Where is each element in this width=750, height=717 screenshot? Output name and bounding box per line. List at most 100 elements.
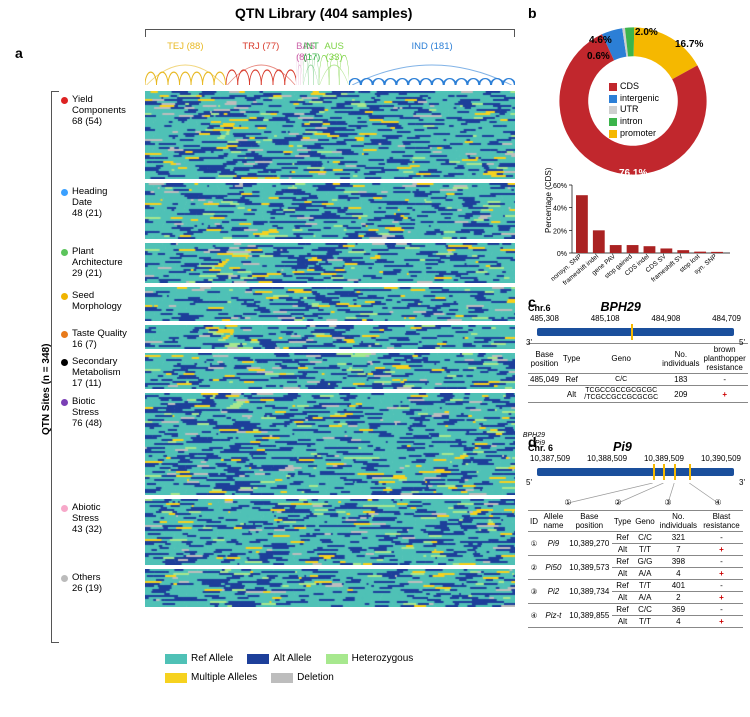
category-text: BioticStress76 (48) (72, 397, 102, 430)
donut-pct-label: 2.0% (635, 27, 658, 38)
category-text: YieldComponents68 (54) (72, 95, 126, 128)
d-5prime: 5' (526, 478, 532, 487)
svg-text:②: ② (614, 498, 621, 507)
heat-canvas (145, 91, 515, 179)
heatmap-legend: Ref Allele Alt Allele Heterozygous Multiple… (165, 653, 495, 683)
heatmap-area: BPH29Pi9 (145, 91, 515, 611)
coord: 10,389,509 (644, 454, 684, 463)
figure: a QTN Library (404 samples) TEJ (88)TRJ … (0, 0, 750, 717)
donut-legend-text: intergenic (620, 93, 659, 105)
heat-block-2 (145, 243, 515, 283)
th: Blast resistance (700, 511, 743, 532)
svg-text:①: ① (564, 498, 571, 507)
gene-tick (653, 464, 655, 480)
donut-legend: CDSintergenicUTRintronpromoter (609, 81, 659, 139)
category-dot (61, 249, 68, 256)
c-3prime: 3' (526, 338, 532, 347)
th: No. individuals (660, 344, 701, 374)
donut-legend-text: intron (620, 116, 643, 128)
panel-b: b CDSintergenicUTRintronpromoter4.6%0.6%… (528, 5, 738, 285)
c-table: Base positionTypeGenoNo. individualsbrow… (528, 343, 748, 403)
svg-text:③: ③ (664, 498, 671, 507)
heat-canvas (145, 499, 515, 565)
donut-main-pct: 76.1% (619, 168, 647, 179)
legend-swatch (271, 673, 293, 683)
category-2: PlantArchitecture29 (21) (61, 243, 143, 287)
dendro-trj (226, 55, 297, 85)
legend-swatch (609, 118, 617, 126)
legend-text: Deletion (297, 672, 334, 683)
coord: 10,390,509 (701, 454, 741, 463)
panel-a: a QTN Library (404 samples) TEJ (88)TRJ … (15, 5, 520, 685)
left-bracket (51, 91, 59, 643)
th: Type (561, 344, 582, 374)
heat-block-7 (145, 499, 515, 565)
heat-canvas (145, 243, 515, 283)
category-list: YieldComponents68 (54) HeadingDate48 (21… (61, 91, 143, 611)
th: Geno (582, 344, 660, 374)
category-text: AbioticStress43 (32) (72, 503, 102, 536)
dendrogram (145, 55, 515, 85)
th: Geno (633, 511, 657, 532)
panel-d: d Chr. 6 Pi9 10,387,50910,388,50910,389,… (528, 440, 743, 628)
legend-swatch (165, 673, 187, 683)
panel-d-label: d (528, 434, 537, 450)
donut-chart: CDSintergenicUTRintronpromoter4.6%0.6%2.… (553, 21, 713, 181)
qtn-library-title: QTN Library (404 samples) (235, 5, 412, 21)
c-gene: BPH29 (601, 300, 641, 314)
d-callout: ①②③④ (528, 483, 743, 507)
category-0: YieldComponents68 (54) (61, 91, 143, 183)
heat-canvas (145, 353, 515, 389)
heat-block-6: BPH29Pi9 (145, 393, 515, 495)
legend-swatch (609, 130, 617, 138)
category-text: HeadingDate48 (21) (72, 187, 107, 220)
category-dot (61, 331, 68, 338)
category-text: Taste Quality16 (7) (72, 329, 127, 351)
category-text: PlantArchitecture29 (21) (72, 247, 123, 280)
th: Base position (567, 511, 612, 532)
d-gene-track: 5' 3' (528, 464, 743, 480)
gene-tick (631, 324, 633, 340)
legend-item: Multiple Alleles (165, 672, 257, 683)
legend-item: Ref Allele (165, 653, 233, 664)
th: ID (528, 511, 540, 532)
donut-legend-text: promoter (620, 128, 656, 140)
category-dot (61, 189, 68, 196)
donut-legend-item: CDS (609, 81, 659, 93)
c-bar (537, 328, 735, 336)
th: No. individuals (657, 511, 700, 532)
legend-text: Alt Allele (273, 653, 311, 664)
barchart-ylabel: Percentage (CDS) (544, 168, 553, 233)
th: brown planthopper resistance (702, 344, 748, 374)
legend-item: Heterozygous (326, 653, 414, 664)
qtn-sites-label: QTN Sites (n = 348) (41, 344, 52, 435)
d-gene: Pi9 (613, 440, 632, 454)
category-dot (61, 359, 68, 366)
top-bracket (145, 29, 515, 37)
heat-canvas (145, 393, 515, 495)
panel-b-label: b (528, 5, 537, 21)
donut-legend-item: intergenic (609, 93, 659, 105)
d-table: IDAllele nameBase positionTypeGenoNo. in… (528, 510, 743, 628)
category-1: HeadingDate48 (21) (61, 183, 143, 243)
heat-block-3 (145, 287, 515, 321)
dendro-int (303, 55, 319, 85)
category-text: Others26 (19) (72, 573, 102, 595)
dendro-ind (349, 55, 515, 85)
donut-legend-item: promoter (609, 128, 659, 140)
category-dot (61, 399, 68, 406)
dendro-bas (296, 55, 303, 85)
th: Base position (528, 344, 561, 374)
heat-block-0 (145, 91, 515, 179)
d-coords: 10,387,50910,388,50910,389,50910,390,509 (528, 454, 743, 463)
donut-legend-text: CDS (620, 81, 639, 93)
gene-tick (674, 464, 676, 480)
svg-text:40%: 40% (553, 206, 567, 213)
legend-item: Deletion (271, 672, 334, 683)
legend-swatch (609, 83, 617, 91)
svg-text:0%: 0% (557, 251, 567, 258)
category-5: SecondaryMetabolism17 (11) (61, 353, 143, 393)
heat-canvas (145, 325, 515, 349)
heat-block-5 (145, 353, 515, 389)
category-dot (61, 293, 68, 300)
